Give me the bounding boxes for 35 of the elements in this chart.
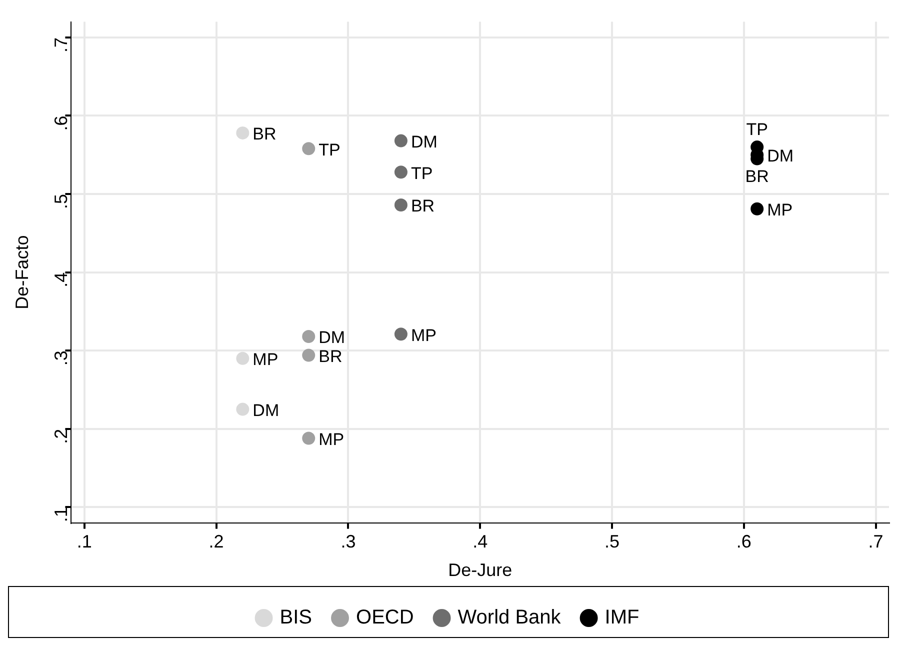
annotation: BR bbox=[252, 124, 276, 144]
annotation: DM bbox=[252, 400, 280, 420]
annotation: DM bbox=[410, 132, 438, 152]
y-tick-label: .3 bbox=[51, 350, 72, 366]
annotation: TP bbox=[318, 140, 340, 160]
annotation: MP bbox=[252, 350, 278, 370]
annotation: MP bbox=[767, 200, 793, 220]
x-tick-label: .6 bbox=[736, 532, 752, 552]
annotation: BR bbox=[410, 196, 435, 216]
legend-label: BIS bbox=[280, 606, 312, 629]
y-axis-title: De-Facto bbox=[12, 235, 32, 310]
y-tick-label: .5 bbox=[51, 194, 72, 210]
annotation: DM bbox=[767, 146, 794, 166]
x-tick-label: .1 bbox=[76, 532, 92, 552]
y-tick-label: .6 bbox=[51, 116, 72, 131]
legend-label: OECD bbox=[356, 606, 414, 629]
annotation: BR bbox=[318, 346, 342, 366]
annotation: BR bbox=[745, 166, 769, 186]
y-tick-label: .7 bbox=[51, 37, 72, 52]
annotation: TP bbox=[410, 164, 433, 183]
annotation: MP bbox=[410, 326, 436, 345]
x-tick-label: .3 bbox=[340, 532, 356, 552]
y-tick-label: .1 bbox=[51, 507, 72, 522]
legend-label: IMF bbox=[604, 606, 640, 629]
x-tick-label: .7 bbox=[868, 532, 884, 552]
annotation: DM bbox=[318, 328, 346, 348]
x-tick-label: .4 bbox=[472, 532, 488, 552]
x-axis-title: De-Jure bbox=[448, 560, 512, 580]
y-tick-label: .2 bbox=[51, 428, 72, 444]
y-tick-label: .4 bbox=[51, 272, 72, 288]
annotation: TP bbox=[746, 120, 768, 140]
annotation: MP bbox=[318, 430, 344, 449]
legend-label: World Bank bbox=[458, 606, 562, 629]
x-tick-label: .5 bbox=[604, 532, 620, 552]
x-tick-label: .2 bbox=[208, 532, 224, 552]
